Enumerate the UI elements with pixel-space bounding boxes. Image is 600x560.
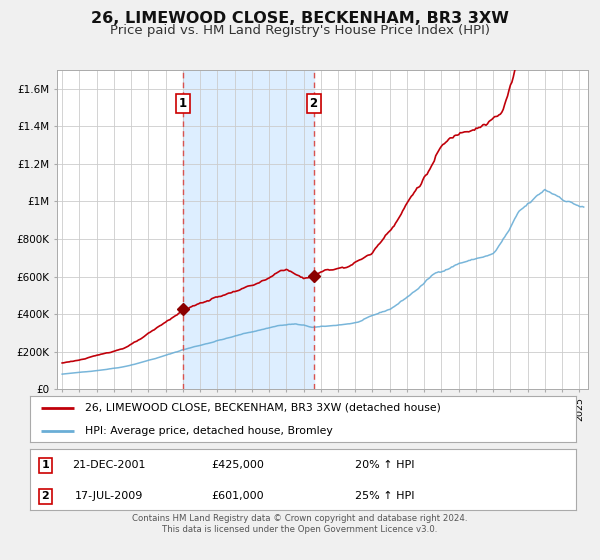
Text: 20% ↑ HPI: 20% ↑ HPI (355, 460, 415, 470)
Text: 1: 1 (41, 460, 49, 470)
Text: 17-JUL-2009: 17-JUL-2009 (75, 491, 143, 501)
Text: 25% ↑ HPI: 25% ↑ HPI (355, 491, 415, 501)
Bar (183, 70, 314, 389)
Text: HPI: Average price, detached house, Bromley: HPI: Average price, detached house, Brom… (85, 426, 332, 436)
Text: 2: 2 (41, 491, 49, 501)
Text: This data is licensed under the Open Government Licence v3.0.: This data is licensed under the Open Gov… (163, 525, 437, 534)
Text: £425,000: £425,000 (211, 460, 264, 470)
Text: 26, LIMEWOOD CLOSE, BECKENHAM, BR3 3XW (detached house): 26, LIMEWOOD CLOSE, BECKENHAM, BR3 3XW (… (85, 403, 440, 413)
Text: 2: 2 (310, 97, 317, 110)
Text: £601,000: £601,000 (211, 491, 264, 501)
Text: Contains HM Land Registry data © Crown copyright and database right 2024.: Contains HM Land Registry data © Crown c… (132, 514, 468, 522)
Text: 21-DEC-2001: 21-DEC-2001 (73, 460, 146, 470)
Text: Price paid vs. HM Land Registry's House Price Index (HPI): Price paid vs. HM Land Registry's House … (110, 24, 490, 36)
Text: 1: 1 (179, 97, 187, 110)
Text: 26, LIMEWOOD CLOSE, BECKENHAM, BR3 3XW: 26, LIMEWOOD CLOSE, BECKENHAM, BR3 3XW (91, 11, 509, 26)
